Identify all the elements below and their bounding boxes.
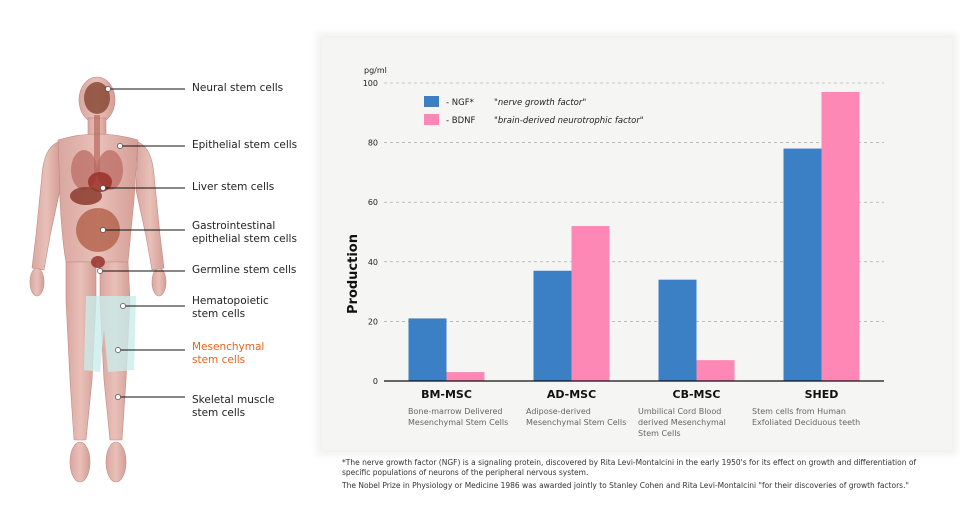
organs [70, 82, 123, 268]
mesenchymal-highlight [84, 296, 136, 372]
category-description-shed: Stem cells from Human Exfoliated Deciduo… [752, 407, 861, 427]
category-label-bm-msc: BM-MSC [421, 388, 472, 401]
legend-swatch-0 [424, 96, 439, 107]
y-tick-label-40: 40 [368, 258, 378, 267]
footnote-line-2: The Nobel Prize in Physiology or Medicin… [342, 481, 909, 490]
callout-mesenchymal: Mesenchymal stem cells [192, 341, 265, 366]
y-tick-label-60: 60 [368, 198, 378, 207]
category-description-bm-msc: Bone-marrow Delivered Mesenchymal Stem C… [408, 407, 509, 427]
legend-description-0: "nerve growth factor" [494, 98, 586, 108]
y-tick-label-100: 100 [363, 79, 378, 88]
category-label-shed: SHED [805, 388, 839, 401]
category-description-ad-msc: Adipose-derived Mesenchymal Stem Cells [526, 407, 627, 427]
callout-epithelial: Epithelial stem cells [192, 139, 298, 151]
bar-bm-msc-bdnf [446, 372, 485, 381]
callout-gastrointestinal: Gastrointestinal epithelial stem cells [192, 220, 297, 245]
y-tick-label-0: 0 [373, 377, 378, 386]
legend-name-0: - NGF* [446, 98, 474, 108]
category-label-cb-msc: CB-MSC [673, 388, 721, 401]
category-label-ad-msc: AD-MSC [547, 388, 596, 401]
bar-bm-msc-ngf [408, 318, 447, 381]
callout-skeletal-muscle: Skeletal muscle stem cells [192, 394, 275, 419]
chart-panel: pg/ml Production 0 20 40 60 80 100 BM-MSC AD-M… [322, 38, 952, 450]
legend-description-1: "brain-derived neurotrophic factor" [494, 116, 644, 126]
callout-germline: Germline stem cells [192, 264, 297, 276]
bar-cb-msc-bdnf [696, 360, 735, 381]
callout-neural: Neural stem cells [192, 82, 284, 94]
footnote-line-1: *The nerve growth factor (NGF) is a sign… [342, 458, 917, 477]
legend-name-1: - BDNF [446, 116, 476, 126]
bar-shed-ngf [783, 148, 822, 381]
callout-lines [100, 88, 185, 398]
bar-shed-bdnf [821, 91, 860, 381]
footnote: *The nerve growth factor (NGF) is a sign… [342, 458, 922, 494]
category-description-cb-msc: Umbilical Cord Blood derived Mesenchymal… [638, 407, 726, 438]
bar-chart: pg/ml Production 0 20 40 60 80 100 BM-MSC AD-M… [346, 66, 884, 401]
bar-ad-msc-ngf [533, 270, 572, 381]
unit-label: pg/ml [364, 66, 387, 75]
callout-dots [97, 86, 126, 400]
bar-ad-msc-bdnf [571, 226, 610, 381]
y-tick-label-80: 80 [368, 139, 378, 148]
callout-liver: Liver stem cells [192, 181, 275, 193]
anatomy-illustration [29, 76, 185, 483]
bar-cb-msc-ngf [658, 279, 697, 381]
callout-hematopoietic: Hematopoietic stem cells [192, 295, 269, 320]
legend-swatch-1 [424, 114, 439, 125]
y-axis-title: Production [346, 234, 361, 314]
y-tick-label-20: 20 [368, 317, 378, 326]
